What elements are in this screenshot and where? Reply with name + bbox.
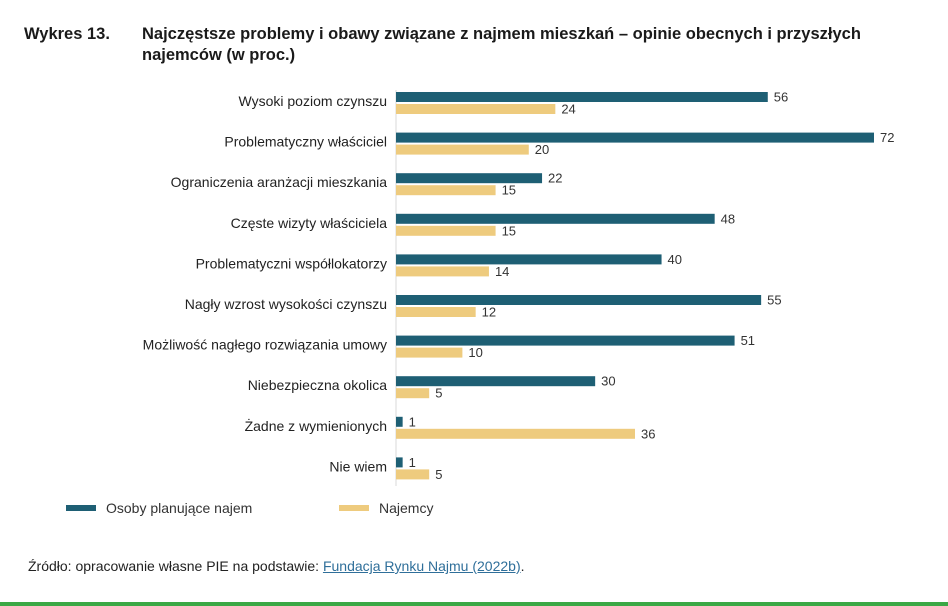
bar-series2	[396, 225, 496, 236]
source-prefix: Źródło: opracowanie własne PIE na podsta…	[28, 558, 323, 574]
bar-series1	[396, 254, 662, 265]
data-label-series2: 14	[495, 264, 509, 279]
category-label: Możliwość nagłego rozwiązania umowy	[143, 337, 387, 353]
chart-number: Wykres 13.	[24, 25, 110, 43]
bar-series1	[396, 173, 543, 184]
data-label-series1: 72	[880, 130, 894, 145]
data-label-series2: 24	[561, 102, 575, 117]
data-label-series2: 5	[435, 386, 442, 401]
category-label: Niebezpieczna okolica	[248, 377, 388, 393]
data-label-series2: 12	[482, 305, 496, 320]
bar-series2	[396, 469, 430, 480]
bar-series2	[396, 428, 635, 439]
category-label: Żadne z wymienionych	[245, 417, 387, 434]
category-label: Nagły wzrost wysokości czynszu	[185, 296, 387, 312]
data-label-series2: 20	[535, 142, 549, 157]
bar-series1	[396, 213, 715, 224]
data-label-series2: 15	[502, 183, 516, 198]
data-label-series1: 1	[409, 414, 416, 429]
category-label: Częste wizyty właściciela	[231, 215, 388, 231]
bar-series2	[396, 266, 489, 277]
data-label-series2: 10	[468, 345, 482, 360]
legend-item-series2: Najemcy	[339, 500, 433, 516]
data-label-series1: 51	[741, 333, 755, 348]
data-label-series1: 40	[668, 252, 682, 267]
data-label-series1: 48	[721, 211, 735, 226]
data-label-series1: 55	[767, 293, 781, 308]
legend-item-series1: Osoby planujące najem	[66, 500, 252, 516]
bar-series2	[396, 388, 430, 399]
source-link[interactable]: Fundacja Rynku Najmu (2022b)	[322, 558, 521, 574]
legend-label-series1: Osoby planujące najem	[106, 500, 253, 516]
legend-label-series2: Najemcy	[379, 500, 434, 516]
bar-series2	[396, 104, 556, 114]
bar-series1	[396, 132, 874, 143]
bar-series1	[396, 335, 735, 346]
category-label: Nie wiem	[329, 458, 387, 474]
bar-series2	[396, 347, 463, 358]
bar-series2	[396, 144, 529, 155]
legend-swatch-series2	[339, 505, 369, 511]
bar-series1	[396, 457, 403, 468]
bar-series1	[396, 416, 403, 427]
chart-title: Wykres 13. Najczęstsze problemy i obawy …	[24, 24, 924, 66]
category-label: Problematyczny właściciel	[224, 134, 387, 150]
bar-series1	[396, 295, 762, 305]
bar-series1	[396, 376, 596, 387]
bar-series2	[396, 307, 476, 317]
data-label-series1: 30	[601, 374, 615, 389]
legend-swatch-series1	[66, 505, 96, 511]
data-label-series1: 22	[548, 171, 562, 186]
category-label: Problematyczni współlokatorzy	[196, 255, 387, 271]
bar-series2	[396, 185, 496, 196]
data-label-series2: 36	[641, 426, 655, 441]
category-label: Ograniczenia aranżacji mieszkania	[171, 174, 388, 190]
bar-series1	[396, 92, 768, 102]
data-label-series2: 5	[435, 467, 442, 482]
source-note: Źródło: opracowanie własne PIE na podsta…	[28, 558, 525, 574]
bottom-accent-line	[0, 602, 948, 606]
data-label-series1: 1	[409, 455, 416, 470]
data-label-series1: 56	[774, 90, 788, 105]
source-suffix: .	[520, 558, 525, 574]
data-label-series2: 15	[502, 223, 516, 238]
bar-chart: Wysoki poziom czynszu 56 24 Problematyczny …	[143, 90, 894, 486]
chart-title-text: Najczęstsze problemy i obawy związane z …	[142, 25, 861, 64]
category-label: Wysoki poziom czynszu	[239, 93, 387, 109]
